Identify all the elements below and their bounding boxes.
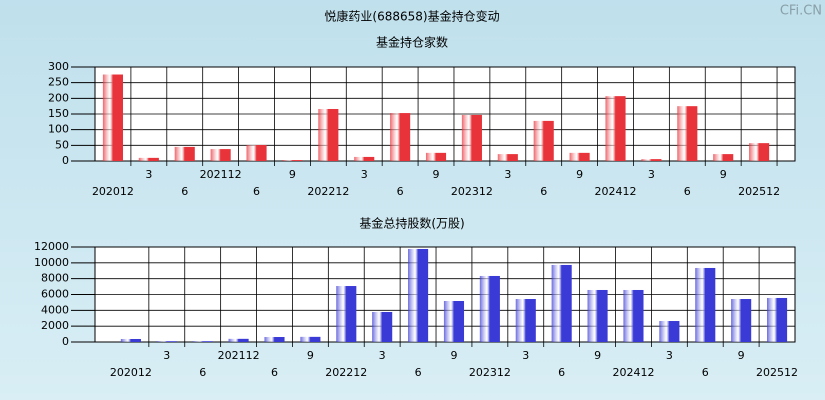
bar xyxy=(713,154,734,161)
x-tick-label: 202512 xyxy=(756,366,798,379)
bar xyxy=(731,299,752,342)
x-tick-label: 9 xyxy=(720,168,727,181)
x-tick-label: 202012 xyxy=(110,366,152,379)
bar xyxy=(641,159,662,161)
x-tick-label: 202112 xyxy=(200,168,242,181)
x-tick-label: 6 xyxy=(397,185,404,198)
x-tick-label: 3 xyxy=(145,168,152,181)
bar xyxy=(408,248,429,342)
bar xyxy=(138,157,159,161)
bar xyxy=(192,341,213,342)
x-tick-label: 3 xyxy=(361,168,368,181)
x-tick-label: 9 xyxy=(289,168,296,181)
bar xyxy=(587,289,608,342)
bar xyxy=(605,96,626,161)
bar xyxy=(461,114,482,161)
x-tick-label: 9 xyxy=(307,349,314,362)
bar xyxy=(120,338,141,342)
bar xyxy=(210,149,231,161)
chart-subtitle: 基金总持股数(万股) xyxy=(359,216,464,231)
x-tick-label: 6 xyxy=(540,185,547,198)
x-tick-label: 6 xyxy=(181,185,188,198)
y-tick-label: 6000 xyxy=(41,288,69,301)
watermark: CFi.CN xyxy=(780,4,822,19)
bar xyxy=(551,264,572,342)
x-tick-label: 202312 xyxy=(451,185,493,198)
y-tick-label: 12000 xyxy=(34,240,69,253)
bar xyxy=(336,286,357,342)
x-tick-label: 202212 xyxy=(325,366,367,379)
x-tick-label: 3 xyxy=(504,168,511,181)
bar xyxy=(515,299,536,342)
bar xyxy=(228,338,249,342)
x-tick-label: 3 xyxy=(163,349,170,362)
bar xyxy=(156,341,177,342)
x-tick-label: 202212 xyxy=(307,185,349,198)
y-tick-label: 4000 xyxy=(41,303,69,316)
x-tick-label: 3 xyxy=(648,168,655,181)
bar xyxy=(264,337,285,342)
bar xyxy=(425,152,447,161)
bar xyxy=(659,321,680,342)
bar xyxy=(282,160,303,161)
chart-subtitle: 基金持仓家数 xyxy=(376,35,448,50)
x-tick-label: 6 xyxy=(558,366,565,379)
bar xyxy=(677,106,698,161)
bar xyxy=(102,74,123,161)
y-tick-label: 0 xyxy=(62,335,69,348)
bar xyxy=(533,120,554,161)
bar xyxy=(246,145,267,161)
x-tick-label: 202412 xyxy=(612,366,654,379)
x-tick-label: 202512 xyxy=(738,185,780,198)
bar xyxy=(174,146,195,161)
x-tick-label: 6 xyxy=(415,366,422,379)
bar xyxy=(767,297,788,342)
x-tick-label: 3 xyxy=(522,349,529,362)
x-tick-label: 6 xyxy=(271,366,278,379)
x-tick-label: 9 xyxy=(450,349,457,362)
y-tick-label: 250 xyxy=(48,76,69,89)
x-tick-label: 9 xyxy=(433,168,440,181)
bar xyxy=(695,267,716,342)
bar xyxy=(569,152,590,161)
bar xyxy=(443,300,465,342)
bar xyxy=(479,275,500,342)
x-tick-label: 6 xyxy=(199,366,206,379)
bar xyxy=(354,156,375,161)
y-tick-label: 100 xyxy=(48,123,69,136)
x-tick-label: 202312 xyxy=(469,366,511,379)
y-tick-label: 10000 xyxy=(34,256,69,269)
x-tick-label: 9 xyxy=(594,349,601,362)
y-tick-label: 8000 xyxy=(41,272,69,285)
y-tick-label: 50 xyxy=(55,138,69,151)
x-tick-label: 6 xyxy=(702,366,709,379)
x-tick-label: 9 xyxy=(576,168,583,181)
bar xyxy=(300,336,321,342)
bar xyxy=(390,113,411,161)
x-tick-label: 9 xyxy=(738,349,745,362)
bar xyxy=(749,143,770,161)
y-tick-label: 0 xyxy=(62,154,69,167)
bar xyxy=(623,289,644,342)
page-title: 悦康药业(688658)基金持仓变动 xyxy=(324,9,499,24)
x-tick-label: 202112 xyxy=(218,349,260,362)
y-tick-label: 300 xyxy=(48,60,69,73)
bar xyxy=(372,311,393,342)
x-tick-label: 202012 xyxy=(92,185,134,198)
y-tick-label: 200 xyxy=(48,91,69,104)
y-tick-label: 2000 xyxy=(41,319,69,332)
bar xyxy=(497,154,518,161)
x-tick-label: 3 xyxy=(379,349,386,362)
y-tick-label: 150 xyxy=(48,107,69,120)
bar xyxy=(318,108,339,161)
x-tick-label: 3 xyxy=(666,349,673,362)
x-tick-label: 202412 xyxy=(595,185,637,198)
x-tick-label: 6 xyxy=(684,185,691,198)
x-tick-label: 6 xyxy=(253,185,260,198)
